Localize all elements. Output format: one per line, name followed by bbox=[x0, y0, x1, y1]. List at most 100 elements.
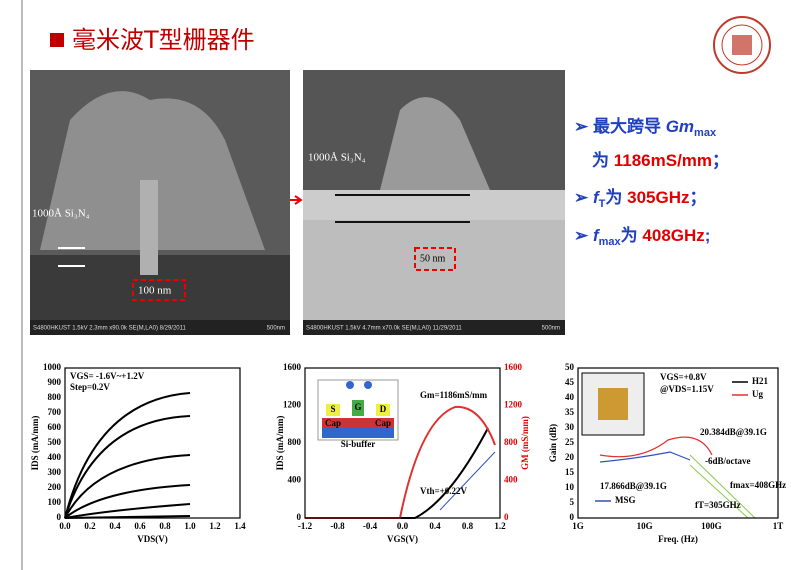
y-tick-label: 50 bbox=[565, 362, 575, 372]
y-tick-label: 30 bbox=[565, 422, 575, 432]
x-tick-label: 1.2 bbox=[209, 521, 221, 531]
annotation: 20.384dB@39.1G bbox=[700, 427, 767, 437]
image-scale: 500nm bbox=[542, 326, 560, 332]
y-tick-label: 0 bbox=[570, 512, 575, 522]
sem-image bbox=[303, 70, 565, 335]
annotation: Step=0.2V bbox=[70, 382, 110, 392]
x-tick-label: -0.4 bbox=[363, 521, 378, 531]
y-tick-label: 800 bbox=[288, 437, 302, 447]
y-axis-label: IDS (mA/mm) bbox=[30, 416, 40, 471]
annotation: @VDS=1.15V bbox=[660, 384, 714, 394]
annotation: Gm=1186mS/mm bbox=[420, 390, 488, 400]
symbol: Gm bbox=[666, 117, 694, 136]
title: 毫米波T型栅器件 bbox=[72, 26, 255, 54]
legend-label: Ug bbox=[752, 389, 763, 399]
annotation: -6dB/octave bbox=[705, 456, 751, 466]
bullet: ➢ 最大跨导 Gmmax bbox=[574, 116, 717, 138]
x-tick-label: 0.6 bbox=[134, 521, 146, 531]
x-tick-label: 0.2 bbox=[84, 521, 96, 531]
image-label: 50 nm bbox=[420, 253, 446, 264]
text: ； bbox=[689, 188, 706, 207]
y-tick-label: 900 bbox=[48, 377, 62, 387]
x-tick-label: 1.4 bbox=[234, 521, 246, 531]
y-tick-label: 5 bbox=[570, 497, 575, 507]
inset-label: D bbox=[380, 404, 387, 414]
x-tick-label: 1.2 bbox=[494, 521, 506, 531]
subscript: T bbox=[599, 198, 606, 210]
y2-tick-label: 400 bbox=[504, 475, 518, 485]
x-tick-label: 10G bbox=[637, 521, 653, 531]
plot-area bbox=[304, 367, 501, 519]
y-tick-label: 0 bbox=[57, 512, 62, 522]
sem-image bbox=[30, 70, 290, 335]
bullet: ➢ fmax为 408GHz; bbox=[574, 225, 710, 247]
x-axis-label: VDS(V) bbox=[137, 534, 168, 544]
x-tick-label: 1G bbox=[572, 521, 584, 531]
y-tick-label: 400 bbox=[288, 475, 302, 485]
y2-tick-label: 1600 bbox=[504, 362, 523, 372]
inset-label: G bbox=[354, 402, 361, 412]
y-axis-label: Gain (dB) bbox=[548, 424, 558, 462]
y-tick-label: 45 bbox=[565, 377, 575, 387]
x-tick-label: 1.0 bbox=[184, 521, 196, 531]
subscript: max bbox=[694, 127, 717, 139]
image-label: 100 nm bbox=[138, 285, 172, 297]
y-axis-label: IDS (mA/mm) bbox=[275, 416, 285, 471]
bullet: ➢ fT为 305GHz； bbox=[574, 187, 706, 209]
annotation: fmax=408GHz bbox=[730, 480, 786, 490]
x-tick-label: 0.4 bbox=[109, 521, 121, 531]
inset-label: S bbox=[330, 404, 335, 414]
x-tick-label: 1T bbox=[773, 521, 784, 531]
x-tick-label: 0.8 bbox=[462, 521, 474, 531]
symbol: f bbox=[593, 188, 601, 207]
y-tick-label: 600 bbox=[48, 422, 62, 432]
y-tick-label: 40 bbox=[565, 392, 575, 402]
bullet: 为 1186mS/mm； bbox=[592, 150, 729, 170]
y-tick-label: 300 bbox=[48, 467, 62, 477]
subscript: max bbox=[599, 236, 622, 248]
plot-area bbox=[64, 367, 241, 519]
text: 最大跨导 bbox=[593, 116, 666, 136]
y-tick-label: 100 bbox=[48, 497, 62, 507]
text: 为 bbox=[621, 225, 643, 245]
y-tick-label: 700 bbox=[48, 407, 62, 417]
y-tick-label: 400 bbox=[48, 452, 62, 462]
y-tick-label: 500 bbox=[48, 437, 62, 447]
legend-label: H21 bbox=[752, 376, 769, 386]
plot2-inset bbox=[317, 379, 399, 441]
annotation: fT=305GHz bbox=[695, 500, 741, 510]
text: 为 bbox=[592, 150, 614, 170]
y2-tick-label: 0 bbox=[504, 512, 509, 522]
inset-label: Cap bbox=[375, 418, 391, 428]
annotation: Vth=+0.22V bbox=[420, 486, 468, 496]
bullets: ➢ 最大跨导 Gmmax 为 1186mS/mm； ➢ fT为 305GHz； … bbox=[574, 116, 729, 247]
y-tick-label: 200 bbox=[48, 482, 62, 492]
value: 305GHz bbox=[627, 188, 689, 207]
image-label: 1000Å Si₃N₄ bbox=[32, 208, 90, 220]
plot-area bbox=[577, 367, 779, 519]
title-square bbox=[50, 33, 64, 47]
x-axis-label: Freq. (Hz) bbox=[658, 534, 698, 544]
inset-label: Cap bbox=[325, 418, 341, 428]
x-axis-label: VGS(V) bbox=[387, 534, 418, 544]
plot3-inset bbox=[581, 372, 645, 436]
y2-tick-label: 1200 bbox=[504, 400, 523, 410]
arrow bbox=[290, 195, 303, 205]
annotation: VGS=+0.8V bbox=[660, 372, 707, 382]
text: ； bbox=[712, 151, 729, 170]
y2-axis-label: GM (mS/mm) bbox=[520, 416, 530, 470]
x-tick-label: 0.4 bbox=[429, 521, 441, 531]
symbol: f bbox=[593, 226, 601, 245]
y-tick-label: 35 bbox=[565, 407, 575, 417]
y-tick-label: 1000 bbox=[43, 362, 62, 372]
y-tick-label: 0 bbox=[297, 512, 302, 522]
image-label: 1000Å Si₃N₄ bbox=[308, 152, 366, 164]
value: 408GHz bbox=[642, 226, 704, 245]
text: ; bbox=[705, 226, 711, 245]
image-scale: 500nm bbox=[267, 326, 285, 332]
x-tick-label: -0.8 bbox=[330, 521, 345, 531]
image-caption: S4800HKUST 1.5kV 2.3mm x90.0k SE(M,LA0) … bbox=[33, 326, 187, 332]
annotation: 17.866dB@39.1G bbox=[600, 481, 667, 491]
y-tick-label: 800 bbox=[48, 392, 62, 402]
